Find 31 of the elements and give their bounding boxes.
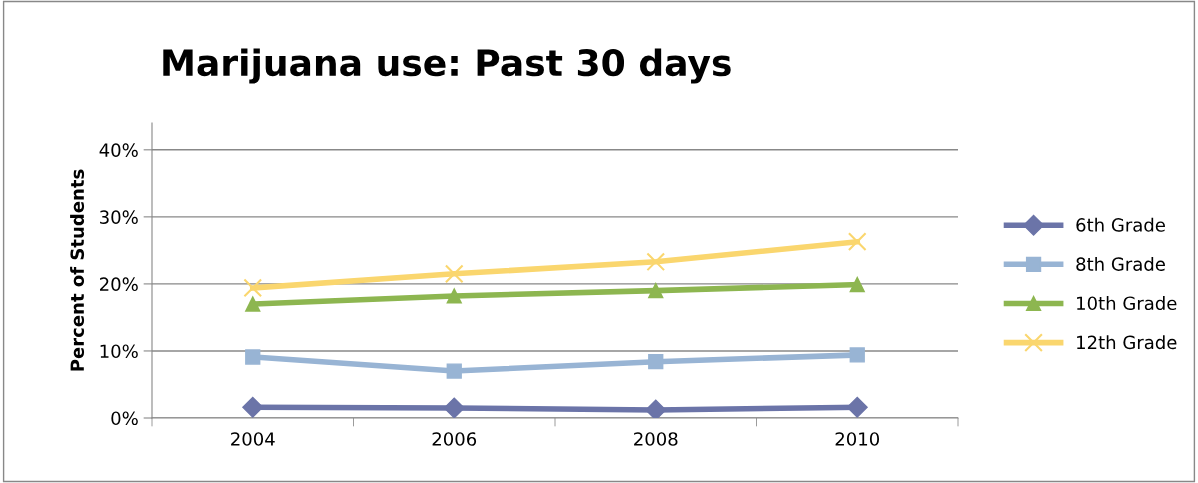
point	[245, 296, 261, 312]
point	[849, 347, 865, 363]
x-tick-label: 2008	[634, 432, 678, 446]
point	[646, 252, 666, 272]
point	[444, 264, 464, 284]
point	[645, 399, 667, 418]
y-tick-label: 20%	[100, 277, 138, 292]
point	[847, 232, 867, 252]
point	[446, 363, 462, 379]
point	[443, 397, 465, 418]
legend-label: 12th Grade	[1077, 335, 1177, 350]
chart-title: Marijuana use: Past 30 days	[163, 48, 731, 84]
legend-label: 10th Grade	[1077, 296, 1177, 311]
x-tick-label: 2010	[835, 432, 880, 446]
point	[245, 349, 261, 365]
point	[242, 396, 264, 418]
y-tick-label: 0%	[111, 411, 138, 426]
point	[243, 278, 263, 298]
x-tick-label: 2006	[432, 432, 477, 446]
legend-label: 6th Grade	[1076, 217, 1165, 232]
point	[648, 354, 664, 370]
point	[648, 282, 664, 299]
x-tick-label: 2004	[231, 432, 275, 446]
y-tick-label: 40%	[99, 143, 138, 157]
point	[849, 276, 865, 293]
y-tick-label: 30%	[100, 210, 138, 224]
y-axis-title: Percent of Students	[70, 169, 85, 371]
y-tick-label: 10%	[100, 344, 138, 359]
point	[846, 396, 868, 418]
legend-label: 8th Grade	[1076, 256, 1165, 271]
point	[446, 288, 462, 304]
